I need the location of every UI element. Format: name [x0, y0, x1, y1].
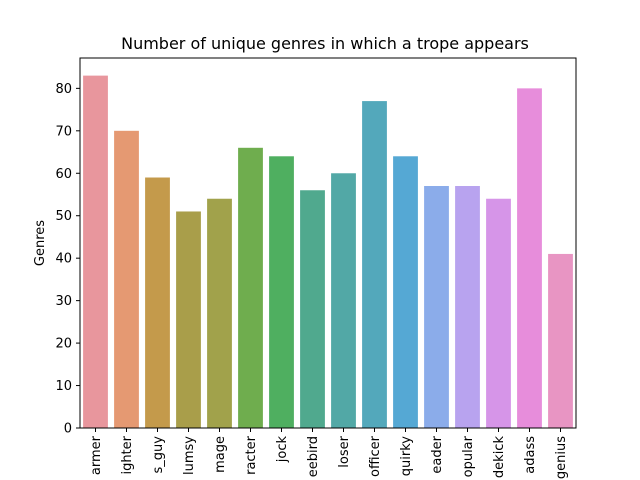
y-tick-label: 50 [55, 209, 72, 224]
bar-genius [548, 253, 573, 428]
x-tick-label: armer [89, 435, 104, 475]
bar-s_guy [145, 177, 170, 428]
bar-eebird [300, 190, 325, 428]
x-tick-label: s_guy [151, 436, 166, 474]
x-tick-label: genius [554, 436, 569, 479]
y-tick-label: 40 [55, 252, 72, 267]
x-tick-label: jock [275, 436, 290, 464]
bar-jock [269, 156, 294, 429]
x-tick-label: racter [244, 435, 259, 475]
x-tick-label: mage [213, 436, 228, 473]
y-tick-label: 70 [55, 124, 72, 139]
y-tick-label: 80 [55, 82, 72, 97]
x-axis: armer ighter s_guy lumsy mage racter jock eebir… [89, 428, 569, 479]
plot-frame [79, 57, 577, 429]
bar-dekick [486, 198, 511, 428]
bar-lumsy [176, 211, 201, 428]
y-tick-label: 30 [55, 294, 72, 309]
bar-eader [424, 186, 449, 428]
y-tick-label: 0 [64, 422, 72, 437]
bar-racter [238, 147, 263, 428]
bar-opular [455, 186, 480, 428]
x-tick-label: eebird [306, 436, 321, 477]
bar-officer [362, 101, 387, 428]
y-tick-label: 10 [55, 379, 72, 394]
x-tick-label: officer [368, 435, 383, 477]
y-tick-label: 20 [55, 337, 72, 352]
x-tick-label: opular [461, 435, 476, 477]
x-tick-label: adass [523, 436, 538, 474]
bar-adass [517, 88, 542, 428]
y-axis: 0 10 20 30 40 50 60 70 80 [55, 82, 80, 437]
y-tick-label: 60 [55, 167, 72, 182]
bars-group [83, 75, 573, 429]
bar-mage [207, 198, 232, 428]
x-tick-label: eader [430, 435, 445, 473]
x-tick-label: ighter [120, 435, 135, 474]
x-tick-label: lumsy [182, 436, 197, 475]
bar-loser [331, 173, 356, 428]
bar-ighter [114, 130, 139, 428]
bar-armer [83, 75, 108, 428]
bar-quirky [393, 156, 418, 429]
x-tick-label: quirky [399, 436, 414, 477]
chart-title: Number of unique genres in which a trope… [121, 34, 529, 53]
y-axis-label: Genres [33, 220, 48, 266]
x-tick-label: dekick [492, 436, 507, 479]
x-tick-label: loser [337, 435, 352, 467]
